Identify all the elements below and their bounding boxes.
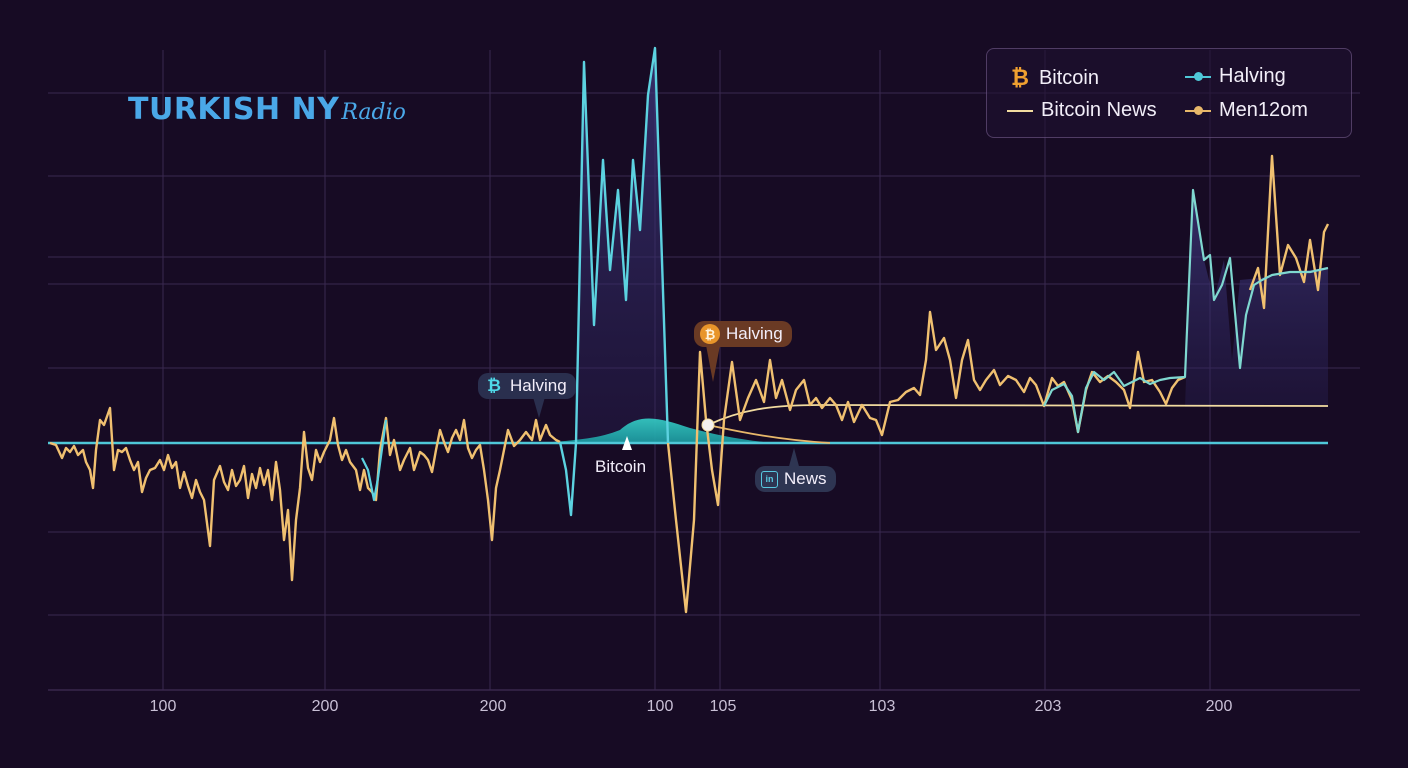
bitcoin-icon: ₿ xyxy=(487,376,501,395)
x-tick: 103 xyxy=(868,698,896,715)
legend-label: Bitcoin xyxy=(1038,66,1099,89)
news-pointer xyxy=(788,448,800,470)
halving-area-2 xyxy=(1185,190,1328,407)
halving-right-pointer xyxy=(706,345,720,382)
x-tick: 200 xyxy=(479,698,507,715)
news-icon: in xyxy=(761,470,778,488)
men12om-series-mid xyxy=(666,310,1186,614)
callout-label: Halving xyxy=(726,324,783,343)
legend-item-men12om[interactable]: Men12om xyxy=(1185,99,1308,122)
bitcoin-hump xyxy=(540,418,800,444)
news-callout: in News xyxy=(755,466,836,492)
grid xyxy=(48,50,1360,691)
line-icon xyxy=(1007,102,1033,120)
x-tick: 203 xyxy=(1034,698,1062,715)
legend-label: Bitcoin News xyxy=(1041,99,1157,121)
logo-main: TURKISH NY xyxy=(128,92,340,127)
legend-item-halving[interactable]: Halving xyxy=(1185,65,1286,88)
bitcoin-news-curve-up xyxy=(707,404,1329,426)
x-tick: 200 xyxy=(1205,698,1233,715)
logo-script: Radio xyxy=(341,100,406,125)
line-dot-icon xyxy=(1185,68,1211,86)
callout-label: News xyxy=(784,469,827,488)
bitcoin-news-curve-down xyxy=(707,424,831,444)
men12om-series-end xyxy=(1248,154,1330,310)
x-tick: 100 xyxy=(646,698,674,715)
halving-callout-right: ₿ Halving xyxy=(694,321,792,347)
line-dot-icon xyxy=(1185,102,1211,120)
halving-left-pointer xyxy=(533,397,545,418)
halving-series-right xyxy=(1043,188,1329,434)
men12om-series xyxy=(49,406,561,582)
halving-series xyxy=(558,46,670,517)
x-tick: 200 xyxy=(311,698,339,715)
x-tick: 105 xyxy=(709,698,737,715)
bitcoin-icon: ₿ xyxy=(1011,65,1029,90)
legend-label: Men12om xyxy=(1219,99,1308,121)
legend-item-bitcoin[interactable]: ₿ Bitcoin xyxy=(1011,65,1099,91)
bitcoin-icon: ₿ xyxy=(700,324,720,344)
halving-callout-left: ₿ Halving xyxy=(478,373,576,399)
crossover-marker xyxy=(701,418,715,432)
logo: TURKISH NY Radio xyxy=(128,92,406,127)
bitcoin-marker xyxy=(622,436,632,450)
halving-series-dip xyxy=(361,419,388,502)
x-tick: 100 xyxy=(149,698,177,715)
bitcoin-label: Bitcoin xyxy=(595,457,647,476)
callout-label: Halving xyxy=(510,376,567,395)
legend-label: Halving xyxy=(1219,65,1286,87)
legend-item-bitcoin-news[interactable]: Bitcoin News xyxy=(1007,99,1157,122)
legend: ₿ Bitcoin Halving Bitcoin News Men12om xyxy=(986,48,1352,138)
